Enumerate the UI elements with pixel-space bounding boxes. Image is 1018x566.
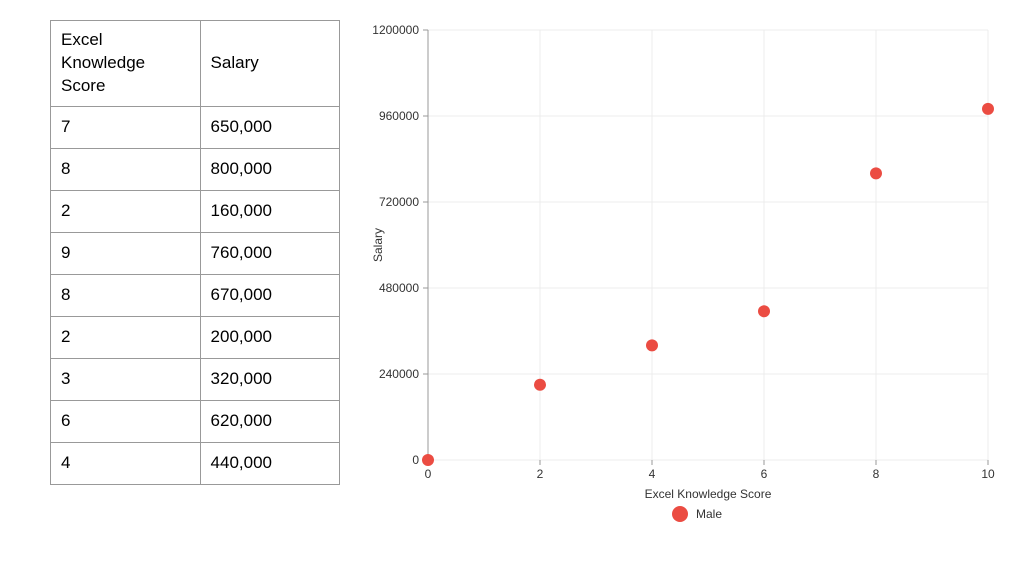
table-cell: 620,000 (200, 400, 339, 442)
table-row: 6620,000 (51, 400, 340, 442)
table-cell: 760,000 (200, 232, 339, 274)
table-cell: 2 (51, 190, 201, 232)
table-cell: 8 (51, 274, 201, 316)
data-point (422, 454, 434, 466)
scatter-chart-container: 0 240000 480000 720000 960000 1200000 0 2 4 6 8 10 S… (370, 20, 1008, 530)
table-row: 2200,000 (51, 316, 340, 358)
data-point (646, 339, 658, 351)
data-point (870, 167, 882, 179)
data-point (534, 379, 546, 391)
table-cell: 440,000 (200, 442, 339, 484)
table-row: 2160,000 (51, 190, 340, 232)
y-tick-label: 720000 (379, 195, 419, 209)
legend-label: Male (696, 507, 722, 521)
chart-background (370, 20, 1008, 530)
table-row: 9760,000 (51, 232, 340, 274)
table-header-score: Excel Knowledge Score (51, 21, 201, 107)
table-cell: 2 (51, 316, 201, 358)
table-row: 7650,000 (51, 106, 340, 148)
table-header-salary: Salary (200, 21, 339, 107)
table-cell: 3 (51, 358, 201, 400)
y-tick-label: 240000 (379, 367, 419, 381)
x-tick-label: 4 (649, 467, 656, 481)
x-tick-label: 0 (425, 467, 432, 481)
table-cell: 4 (51, 442, 201, 484)
table-row: 3320,000 (51, 358, 340, 400)
table-cell: 8 (51, 148, 201, 190)
table-cell: 160,000 (200, 190, 339, 232)
x-tick-label: 10 (981, 467, 995, 481)
x-tick-label: 8 (873, 467, 880, 481)
table-cell: 6 (51, 400, 201, 442)
y-tick-label: 960000 (379, 109, 419, 123)
table-row: 8670,000 (51, 274, 340, 316)
table-row: 8800,000 (51, 148, 340, 190)
table-cell: 320,000 (200, 358, 339, 400)
data-table-container: Excel Knowledge Score Salary 7650,000880… (50, 20, 340, 485)
x-axis-title: Excel Knowledge Score (645, 487, 772, 501)
scatter-chart: 0 240000 480000 720000 960000 1200000 0 2 4 6 8 10 S… (370, 20, 1008, 530)
y-tick-label: 1200000 (372, 23, 419, 37)
table-cell: 670,000 (200, 274, 339, 316)
table-cell: 7 (51, 106, 201, 148)
y-axis-title: Salary (371, 228, 385, 262)
x-tick-label: 2 (537, 467, 544, 481)
y-tick-label: 0 (412, 453, 419, 467)
chart-legend: Male (672, 506, 722, 522)
x-tick-label: 6 (761, 467, 768, 481)
data-point (982, 103, 994, 115)
table-cell: 200,000 (200, 316, 339, 358)
table-cell: 9 (51, 232, 201, 274)
y-tick-label: 480000 (379, 281, 419, 295)
table-cell: 800,000 (200, 148, 339, 190)
legend-marker-icon (672, 506, 688, 522)
table-cell: 650,000 (200, 106, 339, 148)
data-point (758, 305, 770, 317)
table-row: 4440,000 (51, 442, 340, 484)
data-table: Excel Knowledge Score Salary 7650,000880… (50, 20, 340, 485)
